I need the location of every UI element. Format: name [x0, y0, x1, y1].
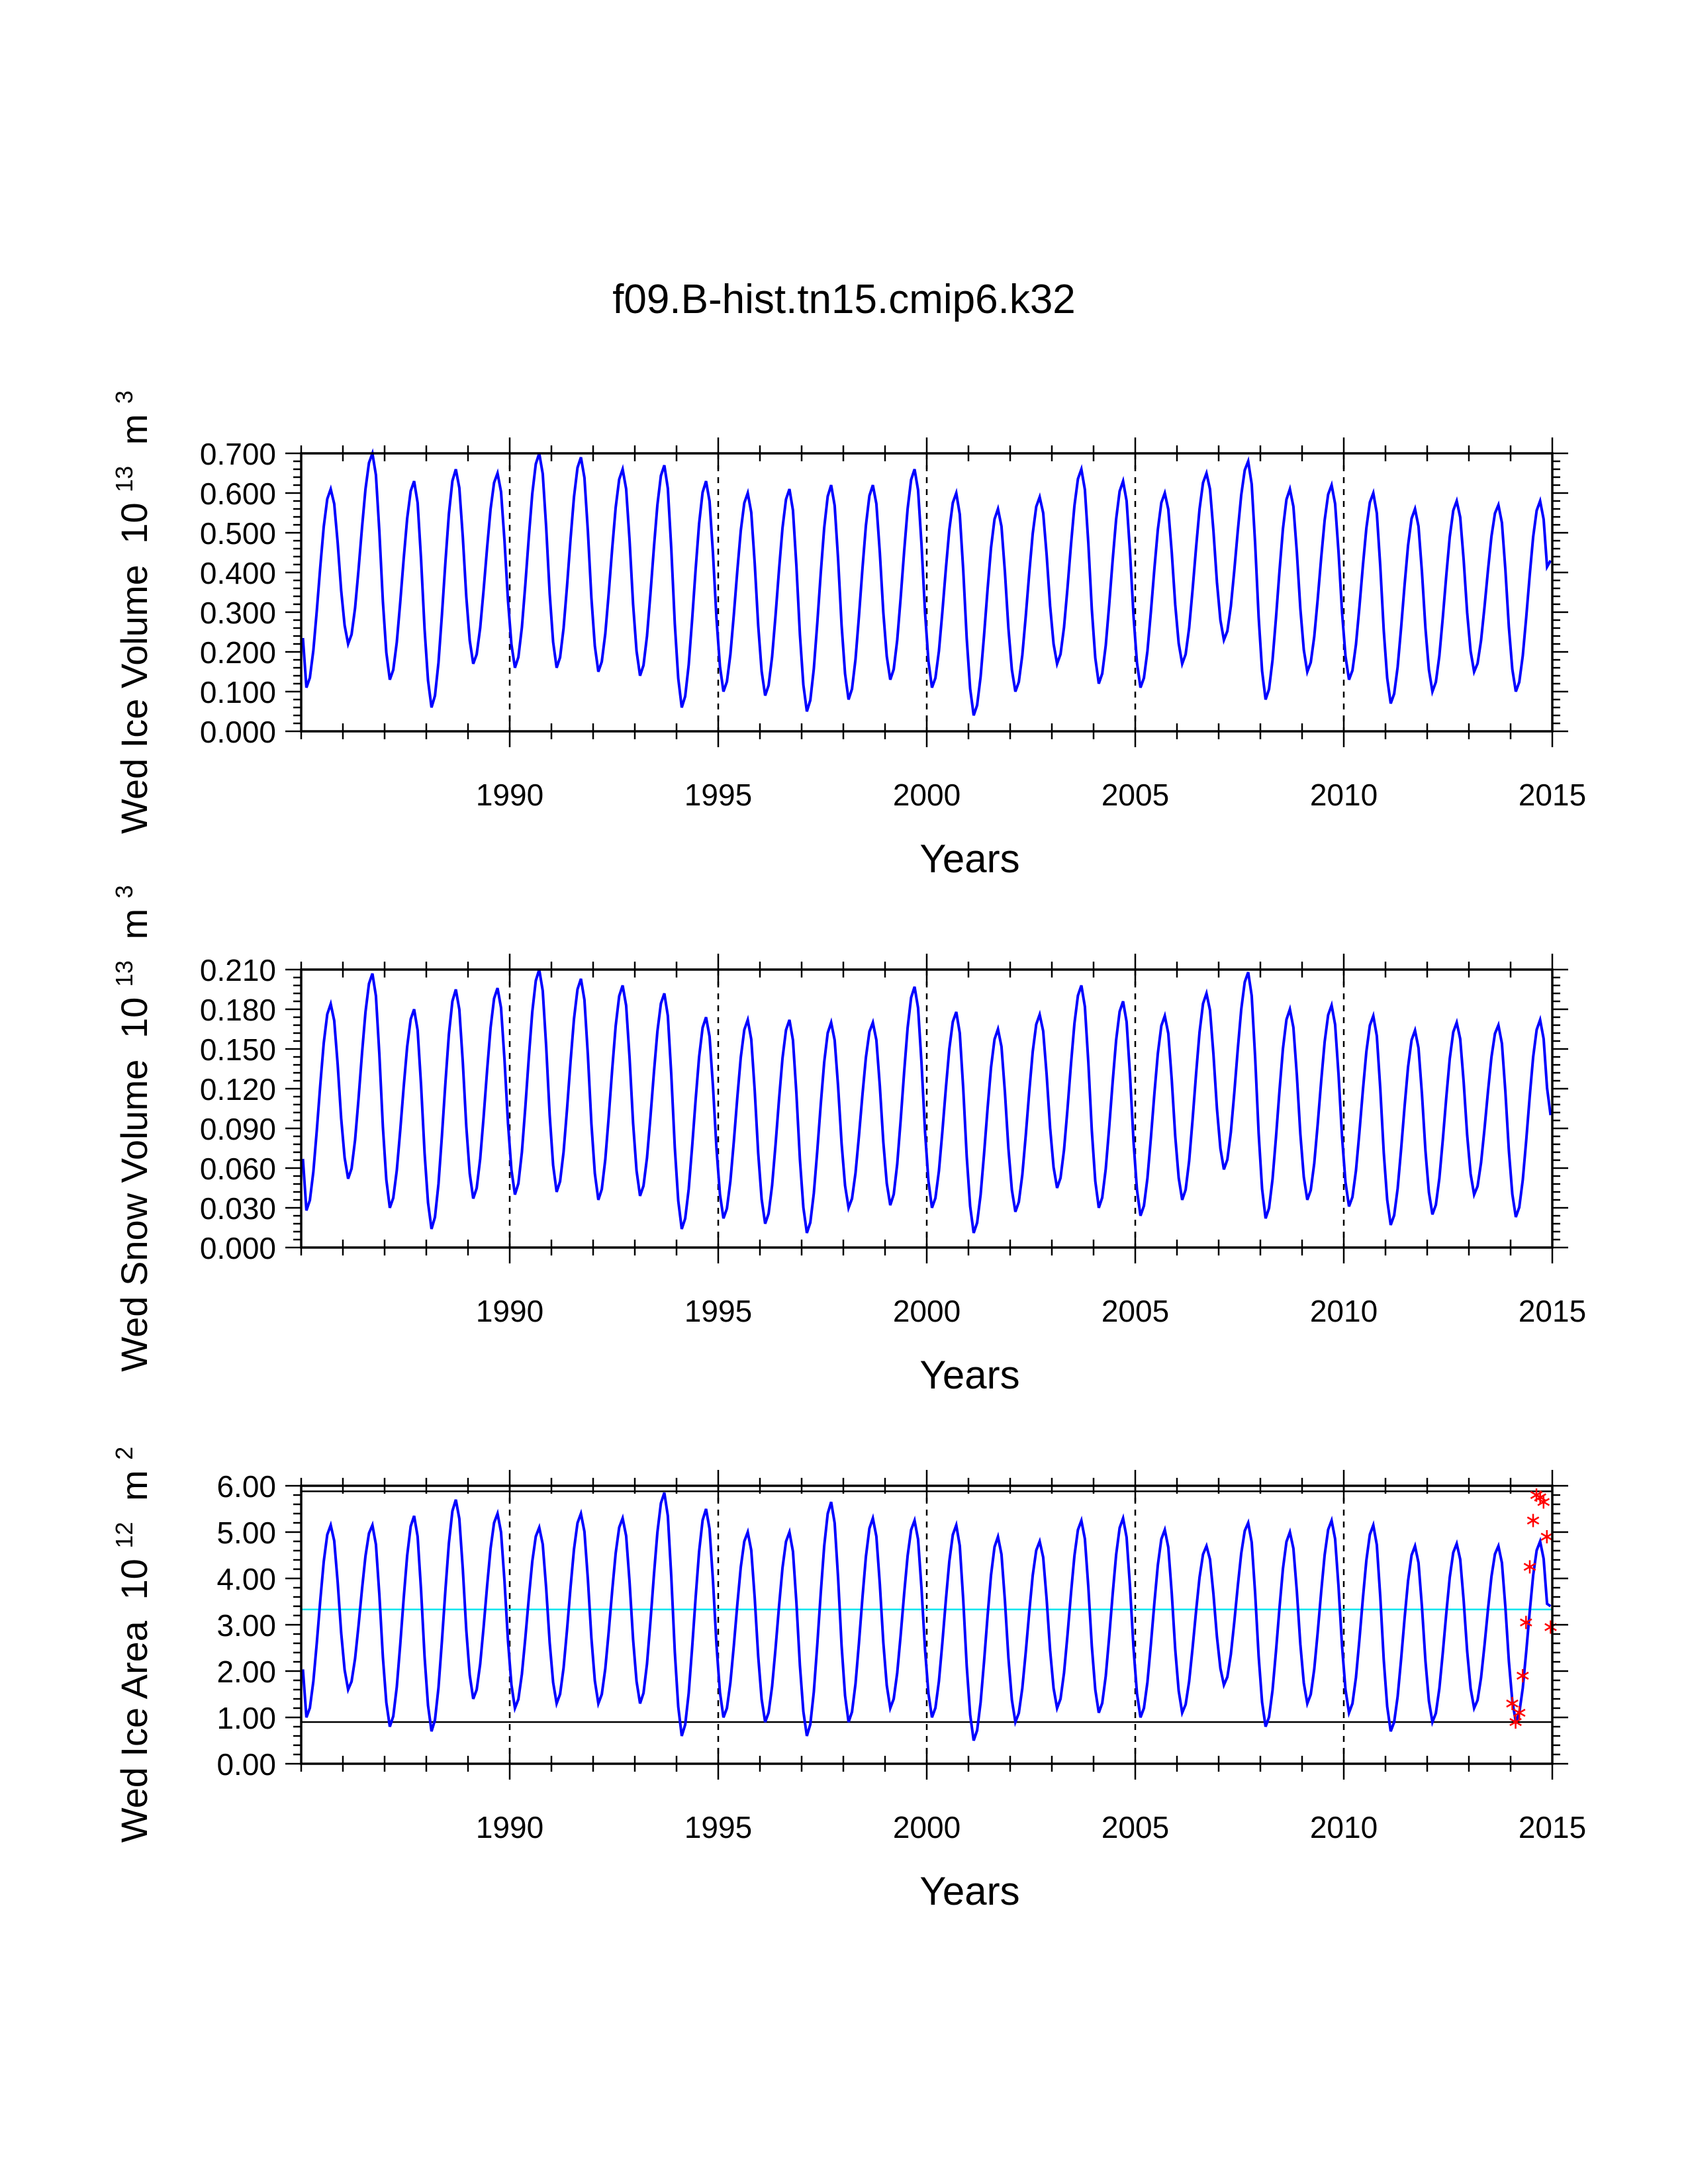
ice-area-obs-marker	[1526, 1514, 1540, 1527]
ice-area-ticks	[285, 1470, 1568, 1780]
ice-volume-y-tick-label: 0.700	[200, 437, 276, 471]
ice-volume-y-tick-label: 0.200	[200, 635, 276, 670]
ice-area-y-label-m: m	[113, 1470, 155, 1501]
snow-volume-y-tick-label: 0.120	[200, 1072, 276, 1107]
ice-area-obs-marker	[1537, 1495, 1550, 1509]
snow-volume-series-line	[301, 969, 1552, 1234]
ice-area-y-tick-label: 1.00	[216, 1701, 276, 1735]
snow-volume-x-tick-label: 2000	[893, 1294, 961, 1328]
ice-area-y-label-m-exp: 2	[111, 1447, 138, 1460]
ice-area-obs-marker	[1520, 1615, 1532, 1629]
snow-volume-y-label-m-exp: 3	[111, 885, 138, 898]
snow-volume-panel: 0.000 0.030 0.060 0.090 0.120 0.150 0.180 0.210…	[99, 885, 1586, 1397]
ice-area-y-label-text: Wed Ice Area	[113, 1620, 155, 1843]
ice-area-series-line	[301, 1492, 1552, 1741]
ice-volume-x-tick-label: 2005	[1102, 778, 1169, 812]
ice-area-y-tick-label: 2.00	[216, 1655, 276, 1689]
ice-volume-y-tick-label: 0.000	[200, 715, 276, 749]
ice-volume-y-tick-label: 0.400	[200, 556, 276, 590]
ice-area-obs-marker	[1540, 1530, 1554, 1543]
snow-volume-y-label-text: Wed Snow Volume	[113, 1060, 155, 1372]
ice-area-y-tick-label: 4.00	[216, 1562, 276, 1596]
ice-area-y-tick-label: 3.00	[216, 1608, 276, 1643]
ice-volume-y-tick-label: 0.300	[200, 596, 276, 630]
ice-area-y-tick-label: 5.00	[216, 1516, 276, 1550]
snow-volume-y-axis-label: Wed Snow Volume 10 13 m 3	[99, 885, 155, 1371]
snow-volume-y-tick-label: 0.060	[200, 1152, 276, 1186]
snow-volume-y-tick-label: 0.000	[200, 1231, 276, 1265]
snow-volume-y-tick-labels: 0.000 0.030 0.060 0.090 0.120 0.150 0.180 0.210	[200, 953, 276, 1265]
ice-area-y-axis-label: Wed Ice Area 10 12 m 2	[99, 1447, 155, 1843]
ice-area-obs-marker	[1523, 1560, 1536, 1574]
ice-area-panel: 0.00 1.00 2.00 3.00 4.00 5.00 6.00 1990 1995 200…	[99, 1447, 1586, 1913]
ice-volume-y-tick-label: 0.100	[200, 675, 276, 709]
ice-volume-panel: 0.000 0.100 0.200 0.300 0.400 0.500 0.600 0.700…	[99, 390, 1586, 881]
ice-volume-y-label-m-exp: 3	[111, 390, 138, 404]
snow-volume-x-tick-label: 2015	[1519, 1294, 1586, 1328]
snow-volume-y-label-m: m	[113, 909, 155, 940]
ice-volume-grid	[508, 453, 1345, 731]
ice-volume-x-tick-label: 1995	[684, 778, 752, 812]
ice-area-x-tick-labels: 1990 1995 2000 2005 2010 2015	[476, 1810, 1586, 1844]
snow-volume-y-label-base: 10	[113, 997, 155, 1038]
snow-volume-x-tick-label: 1995	[684, 1294, 752, 1328]
snow-volume-y-tick-label: 0.030	[200, 1191, 276, 1226]
ice-volume-y-label-base: 10	[113, 502, 155, 543]
ice-area-obs-marker	[1506, 1697, 1519, 1710]
ice-volume-y-tick-label: 0.500	[200, 516, 276, 551]
ice-volume-y-tick-labels: 0.000 0.100 0.200 0.300 0.400 0.500 0.600 0.700	[200, 437, 276, 749]
ice-volume-x-tick-labels: 1990 1995 2000 2005 2010 2015	[476, 778, 1586, 812]
ice-area-obs-marker	[1509, 1715, 1522, 1729]
ice-volume-y-axis-label: Wed Ice Volume 10 13 m 3	[99, 390, 155, 834]
snow-volume-ticks	[285, 954, 1568, 1263]
snow-volume-y-tick-label: 0.090	[200, 1112, 276, 1146]
ice-area-x-tick-label: 2005	[1102, 1810, 1169, 1844]
chart-title: f09.B-hist.tn15.cmip6.k32	[612, 277, 1076, 322]
ice-area-grid	[508, 1486, 1345, 1764]
ice-volume-x-tick-label: 2010	[1310, 778, 1378, 812]
ice-volume-ticks	[285, 437, 1568, 747]
snow-volume-x-tick-labels: 1990 1995 2000 2005 2010 2015	[476, 1294, 1586, 1328]
ice-area-x-axis-label: Years	[919, 1869, 1019, 1913]
ice-area-obs-marker	[1516, 1669, 1529, 1682]
ice-volume-x-tick-label: 2015	[1519, 778, 1586, 812]
ice-volume-x-tick-label: 1990	[476, 778, 543, 812]
ice-area-y-tick-label: 0.00	[216, 1747, 276, 1782]
ice-volume-y-tick-label: 0.600	[200, 477, 276, 511]
snow-volume-x-tick-label: 2010	[1310, 1294, 1378, 1328]
ice-area-x-tick-label: 2010	[1310, 1810, 1378, 1844]
ice-volume-y-label-exp: 13	[111, 466, 138, 492]
snow-volume-y-label-exp: 13	[111, 960, 138, 987]
ice-area-obs-marker	[1513, 1706, 1526, 1719]
ice-area-x-tick-label: 1990	[476, 1810, 543, 1844]
snow-volume-y-tick-label: 0.210	[200, 953, 276, 987]
ice-area-y-label-base: 10	[113, 1559, 155, 1600]
snow-volume-y-tick-label: 0.180	[200, 993, 276, 1027]
ice-volume-y-label-m: m	[113, 414, 155, 445]
ice-area-y-label-exp: 12	[111, 1522, 138, 1549]
ice-area-x-tick-label: 2000	[893, 1810, 961, 1844]
ice-area-x-tick-label: 1995	[684, 1810, 752, 1844]
ice-area-y-tick-label: 6.00	[216, 1469, 276, 1504]
ice-volume-x-tick-label: 2000	[893, 778, 961, 812]
snow-volume-y-tick-label: 0.150	[200, 1032, 276, 1067]
ice-volume-x-axis-label: Years	[919, 837, 1019, 881]
snow-volume-grid	[508, 970, 1345, 1248]
snow-volume-x-axis-label: Years	[919, 1353, 1019, 1397]
snow-volume-x-tick-label: 1990	[476, 1294, 543, 1328]
ice-area-obs-marker	[1544, 1620, 1557, 1634]
ice-area-x-tick-label: 2015	[1519, 1810, 1586, 1844]
ice-area-obs-markers	[1506, 1488, 1557, 1729]
ice-area-y-tick-labels: 0.00 1.00 2.00 3.00 4.00 5.00 6.00	[216, 1469, 276, 1782]
ice-volume-series-line	[301, 448, 1552, 716]
snow-volume-x-tick-label: 2005	[1102, 1294, 1169, 1328]
ice-volume-y-label-text: Wed Ice Volume	[113, 565, 155, 834]
